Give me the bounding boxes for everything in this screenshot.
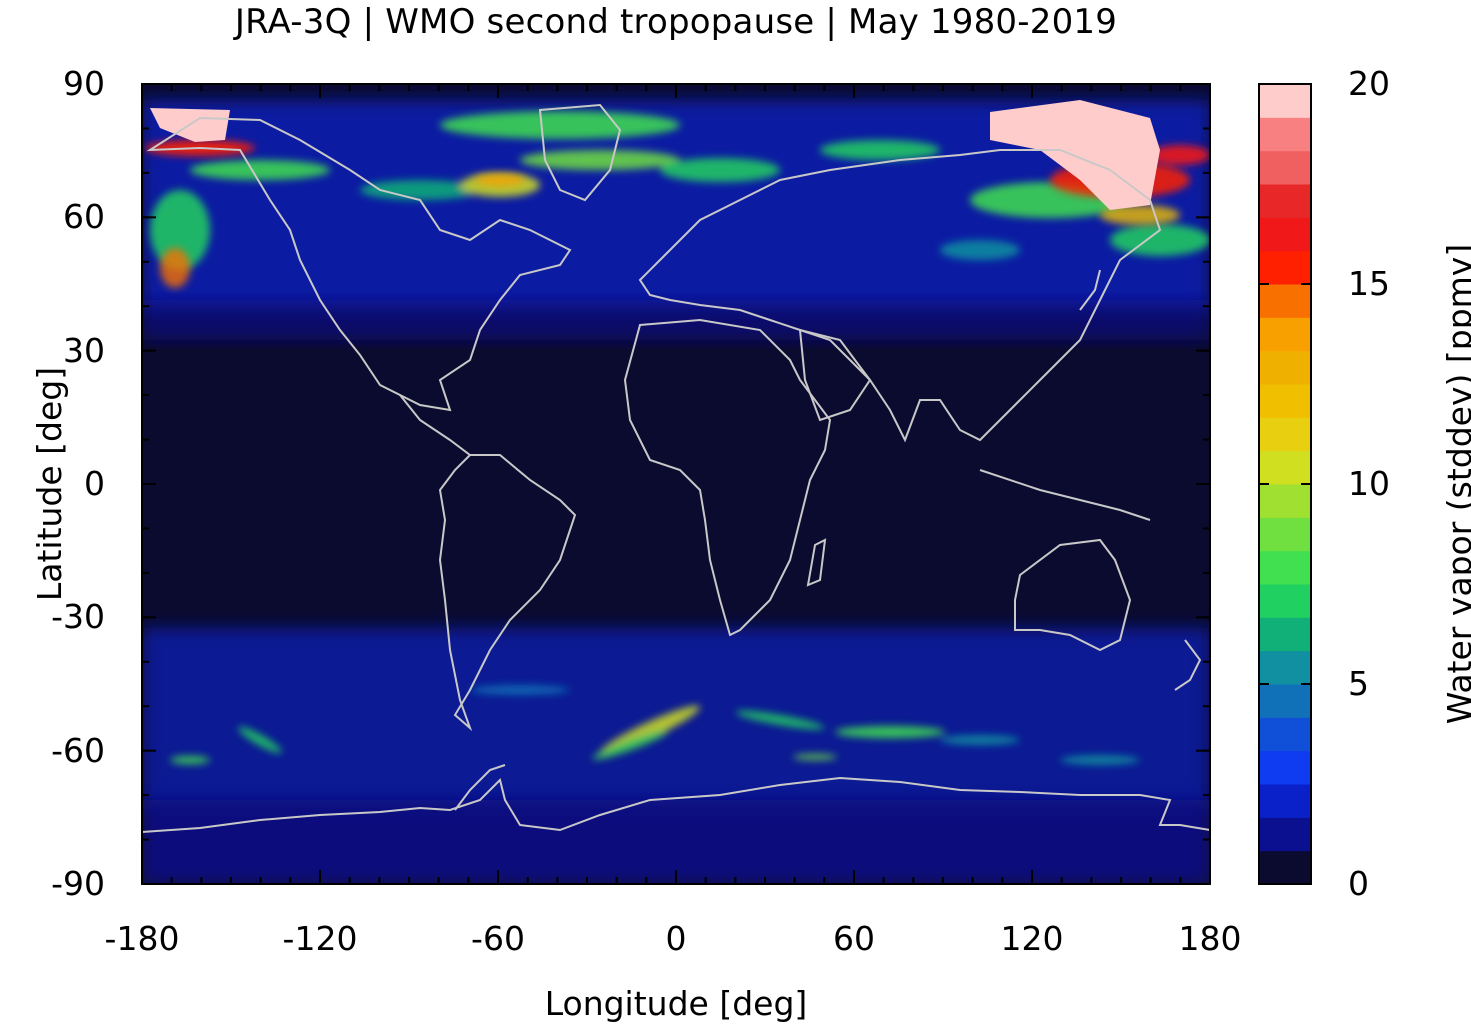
y-tick-label: 30 [63,330,105,370]
colorbar-band [1259,517,1311,552]
colorbar-tick-label: 5 [1348,664,1369,703]
colorbar-band [1259,717,1311,752]
colorbar-band [1259,384,1311,418]
colorbar-band [1259,117,1311,152]
y-tick-label: -30 [51,597,105,637]
colorbar-band [1259,684,1311,718]
colorbar-band [1259,317,1311,352]
x-tick-label: -180 [104,919,180,958]
x-tick-label: 60 [833,919,875,958]
x-tick-label: 120 [1000,919,1064,958]
colorbar-tick-label: 10 [1348,464,1390,503]
colorbar [1259,84,1311,885]
x-tick-label: -60 [471,919,525,958]
colorbar-band [1259,284,1311,318]
colorbar-band [1259,450,1311,485]
x-tick-label: 180 [1178,919,1242,958]
colorbar-tick-label: 20 [1348,64,1390,103]
x-tick-label: -120 [282,919,358,958]
colorbar-title: Water vapor (stddev) [ppmv] [1440,243,1471,725]
colorbar-band [1259,817,1311,852]
y-axis-title: Latitude [deg] [30,366,69,602]
x-axis-title: Longitude [deg] [544,984,808,1023]
colorbar-band [1259,650,1311,685]
y-tick-label: 90 [63,64,105,103]
colorbar-tick-label: 0 [1348,864,1369,903]
colorbar-band [1259,250,1311,285]
colorbar-band [1259,84,1311,118]
y-tick-label: -60 [51,730,105,770]
y-tick-label: -90 [51,864,105,903]
colorbar-band [1259,617,1311,652]
y-tick-label: 0 [84,464,105,503]
colorbar-band [1259,484,1311,518]
y-tick-label: 60 [63,197,105,237]
coastlines [142,103,1210,833]
colorbar-band [1259,584,1311,618]
chart-title: JRA-3Q | WMO second tropopause | May 198… [234,2,1118,42]
colorbar-band [1259,350,1311,385]
colorbar-band [1259,750,1311,785]
colorbar-band [1259,150,1311,185]
x-tick-label: 0 [665,919,687,958]
colorbar-tick-label: 15 [1348,264,1390,303]
colorbar-band [1259,417,1311,452]
colorbar-band [1259,217,1311,252]
colorbar-band [1259,784,1311,818]
colorbar-band [1259,184,1311,218]
colorbar-band [1259,850,1311,885]
colorbar-band [1259,550,1311,585]
